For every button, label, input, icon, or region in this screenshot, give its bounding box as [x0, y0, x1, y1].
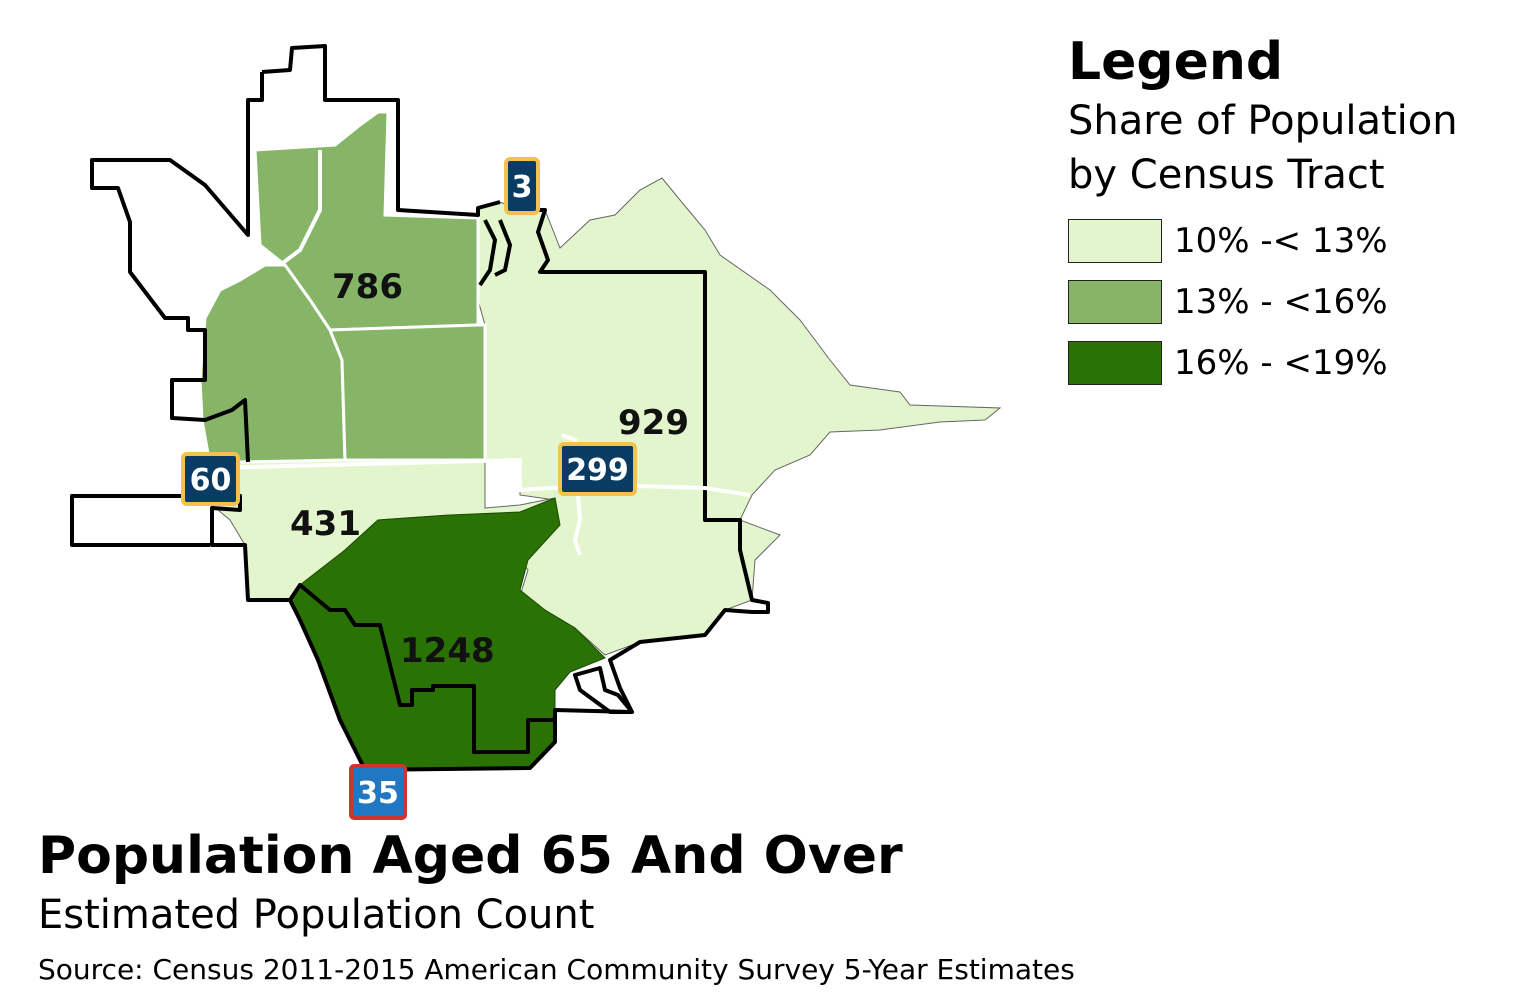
highway-shield-299: 299: [558, 442, 637, 496]
legend-title: Legend: [1068, 32, 1284, 92]
legend-subtitle-line2: by Census Tract: [1068, 152, 1385, 198]
legend-item-low: 10% -< 13%: [1068, 218, 1508, 264]
boundary-south: [288, 583, 555, 754]
legend-label-low: 10% -< 13%: [1174, 221, 1388, 261]
legend-subtitle: Share of Population by Census Tract: [1068, 94, 1508, 202]
legend-label-mid: 13% - <16%: [1174, 282, 1388, 322]
highway-shield-60: 60: [181, 452, 240, 506]
tract-929: [477, 177, 1002, 656]
shield-35-number: 35: [357, 776, 399, 811]
legend: Legend Share of Population by Census Tra…: [1068, 30, 1508, 401]
legend-label-high: 16% - <19%: [1174, 343, 1388, 383]
map-source: Source: Census 2011-2015 American Commun…: [38, 953, 1075, 986]
shield-3-number: 3: [512, 170, 533, 205]
shield-60-number: 60: [190, 463, 232, 498]
legend-swatch-low: [1068, 219, 1162, 263]
map-subtitle: Estimated Population Count: [38, 892, 595, 938]
legend-swatch-mid: [1068, 280, 1162, 324]
map: 786 929 431 1248 3 60 299 35: [70, 44, 1002, 820]
highway-shield-35: 35: [349, 764, 407, 820]
shield-299-number: 299: [566, 453, 629, 488]
city-boundary: [70, 44, 770, 772]
city-boundary-north: [90, 72, 264, 463]
tract-label-786: 786: [332, 267, 403, 307]
legend-swatch-high: [1068, 341, 1162, 385]
boundary-inner: [478, 219, 513, 287]
boundary-southeast: [573, 666, 634, 714]
road-north: [278, 150, 322, 267]
legend-subtitle-line1: Share of Population: [1068, 98, 1458, 144]
tract-central: [327, 323, 487, 462]
legend-item-high: 16% - <19%: [1068, 340, 1508, 386]
map-title: Population Aged 65 And Over: [38, 826, 903, 886]
tract-label-1248: 1248: [400, 631, 495, 671]
tract-label-929: 929: [618, 403, 689, 443]
highway-shield-3: 3: [504, 157, 540, 215]
legend-item-mid: 13% - <16%: [1068, 279, 1508, 325]
tract-label-431: 431: [290, 504, 361, 544]
